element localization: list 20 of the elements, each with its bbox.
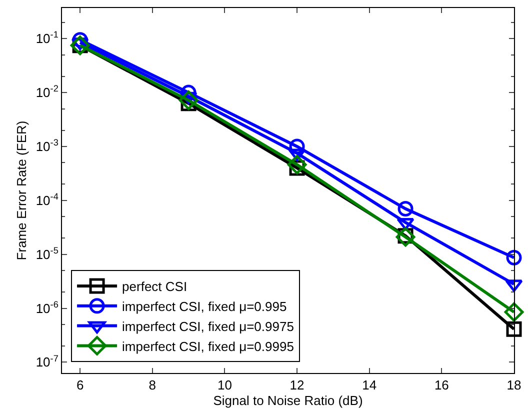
x-tick-label: 18 xyxy=(506,378,522,393)
y-tick-label: 10$^{-1}$ xyxy=(36,30,58,46)
legend-label: imperfect CSI, fixed μ=0.9995 xyxy=(122,338,294,354)
x-tick-label: 16 xyxy=(434,378,449,393)
y-tick-label: 10$^{-2}$ xyxy=(36,84,58,100)
legend-label: imperfect CSI, fixed μ=0.9975 xyxy=(122,318,294,334)
y-tick-label: 10$^{-7}$ xyxy=(36,353,58,370)
y-tick-label: 10$^{-5}$ xyxy=(36,245,58,262)
x-tick-label: 6 xyxy=(76,378,84,393)
legend-label: imperfect CSI, fixed μ=0.995 xyxy=(122,298,287,314)
y-tick-label: 10$^{-3}$ xyxy=(36,138,58,154)
x-tick-label: 14 xyxy=(362,378,377,393)
y-axis-title: Frame Error Rate (FER) xyxy=(14,120,29,260)
x-tick-label: 8 xyxy=(148,378,156,393)
y-tick-label: 10$^{-6}$ xyxy=(36,299,58,316)
y-tick-label: 10$^{-4}$ xyxy=(36,192,58,208)
x-axis-title: Signal to Noise Ratio (dB) xyxy=(213,393,363,408)
legend-label: perfect CSI xyxy=(122,279,188,294)
x-tick-label: 10 xyxy=(217,378,232,393)
x-tick-label: 12 xyxy=(290,378,304,393)
